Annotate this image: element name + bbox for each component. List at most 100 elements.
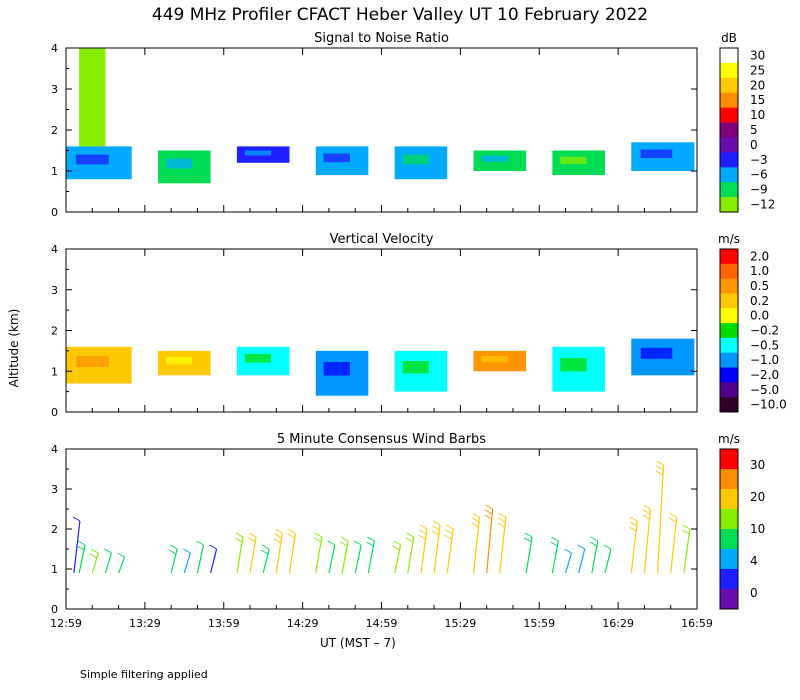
wind-barb-flag xyxy=(89,553,98,559)
wind-barb-flag xyxy=(313,537,322,543)
wind-barb-flag xyxy=(340,536,349,542)
colorbar-swatch xyxy=(720,308,738,324)
colorbar-label: 20 xyxy=(750,490,765,504)
wind-barb-flag xyxy=(77,540,86,546)
wind-barb-flag xyxy=(471,522,479,528)
y-tick-label: 2 xyxy=(51,325,58,338)
colorbar-label: 5 xyxy=(750,123,758,137)
colorbar-swatch xyxy=(720,182,738,198)
wind-barb-flag xyxy=(117,552,125,558)
heatmap-cell xyxy=(83,72,97,103)
wind-barb-flag xyxy=(168,549,177,555)
x-tick-label: 12:59 xyxy=(50,617,82,630)
colorbar-label: 15 xyxy=(750,93,765,107)
panel-title: Vertical Velocity xyxy=(330,232,434,247)
wind-barb-flag xyxy=(590,536,599,542)
wind-barb xyxy=(73,520,81,574)
wind-barb-flag xyxy=(445,529,453,535)
colorbar-frame xyxy=(719,47,739,213)
wind-barb-flag xyxy=(104,548,112,554)
y-tick-label: 4 xyxy=(51,443,58,456)
wind-barb-flag xyxy=(418,534,426,540)
wind-barb-flag xyxy=(432,520,441,526)
colorbar-label: −10.0 xyxy=(750,398,787,412)
colorbar-label: 2.0 xyxy=(750,249,769,263)
y-tick-label: 1 xyxy=(51,365,58,378)
wind-barb xyxy=(315,536,323,574)
colorbar-label: −6 xyxy=(750,168,768,182)
y-tick-label: 1 xyxy=(51,563,58,576)
wind-barb xyxy=(288,532,297,574)
wind-barb-flag xyxy=(260,549,269,555)
colorbar-swatch xyxy=(720,152,738,168)
wind-barb xyxy=(446,528,454,574)
colorbar-label: 0 xyxy=(750,138,758,152)
wind-barb xyxy=(670,516,678,574)
x-axis-title: UT (MST – 7) xyxy=(320,636,396,650)
wind-barb xyxy=(499,516,507,574)
colorbar-swatch xyxy=(720,263,738,280)
colorbar-swatch xyxy=(720,509,738,530)
wind-barb xyxy=(591,540,599,574)
wind-barb-flag xyxy=(577,544,585,550)
colorbar-swatch xyxy=(720,293,738,309)
wind-barb-flag xyxy=(72,516,81,522)
wind-barb xyxy=(275,532,283,574)
colorbar-swatch xyxy=(720,352,738,369)
y-tick-label: 4 xyxy=(51,243,58,256)
wind-barb-flag xyxy=(314,532,323,538)
wind-barb xyxy=(525,536,533,574)
wind-barb-flag xyxy=(551,536,559,542)
heatmap-cell xyxy=(640,149,673,159)
wind-barb-flag xyxy=(432,525,440,531)
colorbar-swatch xyxy=(720,549,738,570)
heatmap-cell xyxy=(481,155,508,162)
page-title: 449 MHz Profiler CFACT Heber Valley UT 1… xyxy=(151,5,649,25)
panel-1: Vertical Velocity 0 1 2 3 4 m/s 2.01.00.50.20.0… xyxy=(51,232,787,419)
heatmap-cell xyxy=(402,361,429,374)
wind-barb xyxy=(656,464,665,574)
heatmap-cell xyxy=(560,156,587,165)
colorbar-swatch xyxy=(720,62,738,79)
wind-barb-flag xyxy=(524,532,533,538)
wind-barb-flag xyxy=(235,532,244,538)
wind-barb-flag xyxy=(564,548,572,554)
wind-barb-flag xyxy=(589,541,598,547)
wind-barb xyxy=(433,524,441,574)
wind-barb-flag xyxy=(353,540,362,546)
colorbar-label: −5.0 xyxy=(750,383,779,397)
heatmap-cell xyxy=(75,154,109,165)
wind-barb-flag xyxy=(485,504,493,510)
wind-barb xyxy=(249,536,257,574)
colorbar-label: 1.0 xyxy=(750,264,769,278)
y-tick-label: 4 xyxy=(51,42,58,55)
colorbar-swatch xyxy=(720,337,738,354)
heatmap-cell xyxy=(323,362,350,376)
wind-barb xyxy=(564,552,573,574)
x-tick-label: 14:29 xyxy=(287,617,319,630)
wind-barb-flag xyxy=(392,545,400,551)
wind-barb-flag xyxy=(498,512,507,518)
wind-barb-flag xyxy=(484,514,492,520)
wind-barb-flag xyxy=(630,516,638,522)
wind-barb-flag xyxy=(524,537,532,543)
wind-barb xyxy=(354,544,362,574)
wind-barb xyxy=(262,548,270,574)
wind-barb-flag xyxy=(76,545,85,551)
wind-barb-flag xyxy=(169,544,178,550)
wind-barb-flag xyxy=(393,540,401,546)
wind-barb-flag xyxy=(444,534,453,540)
heatmap-cell xyxy=(244,353,272,363)
wind-barb xyxy=(643,508,652,574)
heatmap-cell xyxy=(323,153,350,163)
colorbar-swatch xyxy=(720,167,738,183)
wind-barb xyxy=(341,540,349,574)
wind-barb xyxy=(630,520,638,574)
colorbar-label: 20 xyxy=(750,78,765,92)
wind-barb-flag xyxy=(275,528,283,534)
panel-frame xyxy=(65,47,698,213)
colorbar-swatch xyxy=(720,589,738,610)
colorbar-unit: m/s xyxy=(718,232,740,246)
wind-barb-flag xyxy=(668,517,677,523)
y-tick-label: 3 xyxy=(51,284,58,297)
